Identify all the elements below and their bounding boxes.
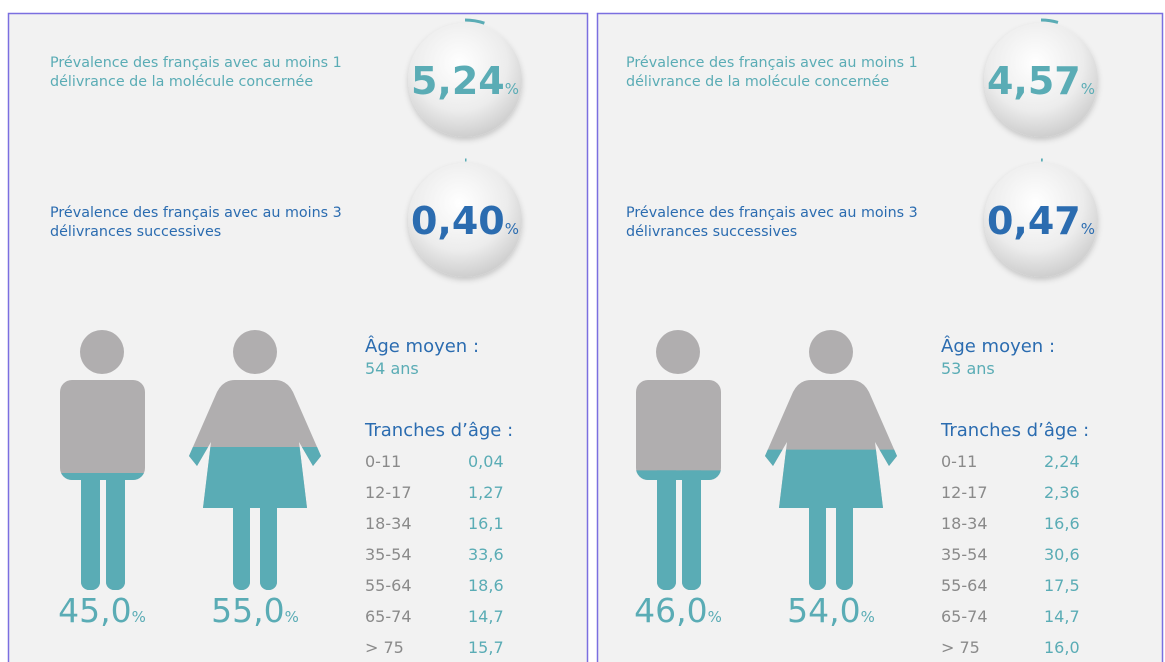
age-share: 14,7 [1044,607,1080,626]
unit: % [861,608,875,626]
prevalence-value: 0,40 [411,199,505,243]
age-share: 14,7 [468,607,504,626]
gauge-ball [984,23,1098,137]
panel-content: Prévalence des français avec au moins 1 … [626,18,1098,657]
age-title: Tranches d’âge : [364,420,513,441]
prevalence-label: Prévalence des français avec au moins 1 … [626,55,918,90]
prevalence-value: 4,57% [987,59,1095,103]
unit: % [505,220,519,238]
age-share: 2,36 [1044,483,1080,502]
age-range: 12-17 [365,483,412,502]
prevalence-label: Prévalence des français avec au moins 3 … [50,205,342,240]
prevalence-label: Prévalence des français avec au moins 3 … [50,205,342,240]
age-share: 16,1 [468,514,504,533]
age-range: > 75 [365,638,404,657]
age-title: Tranches d’âge : [940,420,1089,441]
prevalence-value: 0,47 [987,199,1081,243]
age-range: 65-74 [365,607,412,626]
unit: % [285,608,299,626]
age-range: 18-34 [365,514,412,533]
mean-age-title: Âge moyen : [941,335,1055,357]
age-range: > 75 [941,638,980,657]
mean-age: 53 ans [941,359,995,378]
gauge-ball [408,23,522,137]
prevalence-value: 4,57 [987,59,1081,103]
sex-share: 54,0 [787,591,860,630]
sex-share: 46,0% [634,591,722,630]
prevalence-label: Prévalence des français avec au moins 1 … [50,55,342,90]
sex-share: 46,0 [634,591,707,630]
gauge-arc [464,18,485,25]
gauge-ball [408,163,522,277]
age-share: 16,0 [1044,638,1080,657]
age-share: 0,04 [468,452,504,471]
gauge-arc [1040,18,1059,24]
age-share: 1,27 [468,483,504,502]
mean-age-title: Âge moyen : [365,335,479,357]
unit: % [1081,220,1095,238]
panel-content: Prévalence des français avec au moins 1 … [50,18,522,657]
unit: % [505,80,519,98]
prevalence-label: Prévalence des français avec au moins 3 … [626,205,918,240]
age-range: 65-74 [941,607,988,626]
age-share: 30,6 [1044,545,1080,564]
sex-share: 45,0% [58,591,146,630]
gauge-ball [984,163,1098,277]
sex-share: 45,0 [58,591,131,630]
age-range: 12-17 [941,483,988,502]
prevalence-label: Prévalence des français avec au moins 1 … [50,55,342,90]
age-range: 55-64 [941,576,988,595]
unit: % [1081,80,1095,98]
age-range: 55-64 [365,576,412,595]
prevalence-value: 0,47% [987,199,1095,243]
unit: % [132,608,146,626]
mean-age: 54 ans [365,359,419,378]
prevalence-value: 0,40% [411,199,519,243]
sex-share: 55,0 [211,591,284,630]
sex-share: 55,0% [211,591,299,630]
prevalence-value: 5,24 [411,59,505,103]
age-share: 33,6 [468,545,504,564]
age-range: 18-34 [941,514,988,533]
age-share: 17,5 [1044,576,1080,595]
age-range: 0-11 [365,452,401,471]
unit: % [708,608,722,626]
age-share: 15,7 [468,638,504,657]
age-range: 0-11 [941,452,977,471]
sex-share: 54,0% [787,591,875,630]
age-share: 2,24 [1044,452,1080,471]
age-share: 16,6 [1044,514,1080,533]
age-range: 35-54 [941,545,988,564]
age-range: 35-54 [365,545,412,564]
prevalence-label: Prévalence des français avec au moins 1 … [626,55,918,90]
prevalence-value: 5,24% [411,59,519,103]
age-share: 18,6 [468,576,504,595]
prevalence-label: Prévalence des français avec au moins 3 … [626,205,918,240]
